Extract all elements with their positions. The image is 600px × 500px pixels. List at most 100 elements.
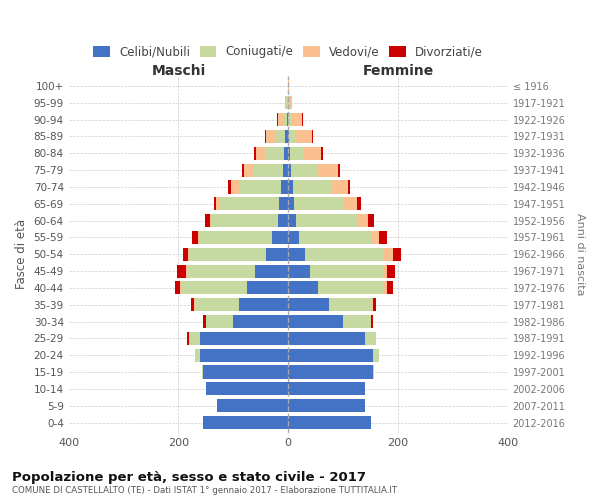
- Bar: [253, 164, 283, 176]
- Bar: [288, 164, 291, 176]
- Bar: [310, 264, 385, 278]
- Bar: [379, 231, 387, 244]
- Bar: [296, 130, 313, 143]
- Bar: [286, 96, 287, 110]
- Bar: [266, 130, 275, 143]
- Text: Popolazione per età, sesso e stato civile - 2017: Popolazione per età, sesso e stato civil…: [12, 471, 366, 484]
- Bar: [385, 248, 392, 261]
- Text: Femmine: Femmine: [362, 64, 434, 78]
- Bar: [283, 113, 287, 126]
- Bar: [229, 180, 231, 194]
- Bar: [283, 164, 288, 176]
- Bar: [272, 231, 288, 244]
- Bar: [210, 214, 212, 227]
- Bar: [288, 130, 289, 143]
- Bar: [180, 282, 181, 294]
- Bar: [319, 164, 338, 176]
- Bar: [214, 197, 217, 210]
- Bar: [202, 366, 203, 378]
- Bar: [181, 282, 247, 294]
- Bar: [242, 164, 244, 176]
- Bar: [206, 315, 233, 328]
- Bar: [290, 146, 304, 160]
- Bar: [266, 248, 288, 261]
- Bar: [373, 348, 379, 362]
- Bar: [183, 248, 188, 261]
- Bar: [368, 214, 374, 227]
- Bar: [371, 298, 373, 312]
- Bar: [286, 130, 288, 143]
- Bar: [187, 332, 190, 345]
- Bar: [254, 146, 256, 160]
- Bar: [190, 248, 266, 261]
- Bar: [299, 231, 371, 244]
- Bar: [291, 164, 319, 176]
- Bar: [331, 180, 347, 194]
- Bar: [256, 264, 288, 278]
- Bar: [387, 282, 392, 294]
- Bar: [233, 315, 288, 328]
- Bar: [305, 248, 385, 261]
- Bar: [288, 231, 299, 244]
- Bar: [288, 382, 365, 396]
- Bar: [385, 264, 387, 278]
- Bar: [293, 180, 331, 194]
- Bar: [217, 197, 219, 210]
- Bar: [288, 298, 329, 312]
- Text: Maschi: Maschi: [151, 64, 206, 78]
- Legend: Celibi/Nubili, Coniugati/e, Vedovi/e, Divorziati/e: Celibi/Nubili, Coniugati/e, Vedovi/e, Di…: [89, 40, 488, 63]
- Bar: [288, 180, 293, 194]
- Bar: [197, 231, 200, 244]
- Bar: [365, 332, 376, 345]
- Bar: [278, 113, 283, 126]
- Bar: [288, 366, 373, 378]
- Bar: [178, 264, 185, 278]
- Bar: [294, 197, 343, 210]
- Bar: [195, 348, 200, 362]
- Bar: [187, 264, 256, 278]
- Bar: [288, 96, 289, 110]
- Bar: [357, 197, 361, 210]
- Bar: [275, 130, 286, 143]
- Bar: [256, 146, 265, 160]
- Bar: [192, 231, 197, 244]
- Bar: [288, 348, 373, 362]
- Bar: [343, 197, 357, 210]
- Bar: [185, 264, 187, 278]
- Bar: [285, 96, 286, 110]
- Bar: [302, 113, 303, 126]
- Bar: [190, 332, 200, 345]
- Bar: [288, 399, 365, 412]
- Bar: [291, 113, 302, 126]
- Bar: [373, 366, 374, 378]
- Bar: [288, 416, 371, 429]
- Bar: [385, 282, 387, 294]
- Bar: [288, 315, 343, 328]
- Bar: [288, 248, 305, 261]
- Bar: [188, 248, 190, 261]
- Bar: [277, 113, 278, 126]
- Bar: [392, 248, 401, 261]
- Bar: [288, 113, 291, 126]
- Bar: [288, 197, 294, 210]
- Bar: [247, 282, 288, 294]
- Bar: [203, 315, 206, 328]
- Bar: [175, 282, 180, 294]
- Bar: [219, 197, 280, 210]
- Bar: [288, 146, 290, 160]
- Bar: [329, 298, 371, 312]
- Text: COMUNE DI CASTELLALTO (TE) - Dati ISTAT 1° gennaio 2017 - Elaborazione TUTTITALI: COMUNE DI CASTELLALTO (TE) - Dati ISTAT …: [12, 486, 397, 495]
- Bar: [284, 146, 288, 160]
- Bar: [289, 96, 292, 110]
- Bar: [265, 146, 284, 160]
- Y-axis label: Fasce di età: Fasce di età: [15, 219, 28, 290]
- Bar: [200, 332, 288, 345]
- Bar: [217, 399, 288, 412]
- Bar: [373, 298, 376, 312]
- Bar: [239, 180, 281, 194]
- Bar: [203, 366, 288, 378]
- Bar: [231, 180, 239, 194]
- Bar: [200, 348, 288, 362]
- Bar: [288, 332, 365, 345]
- Bar: [288, 282, 319, 294]
